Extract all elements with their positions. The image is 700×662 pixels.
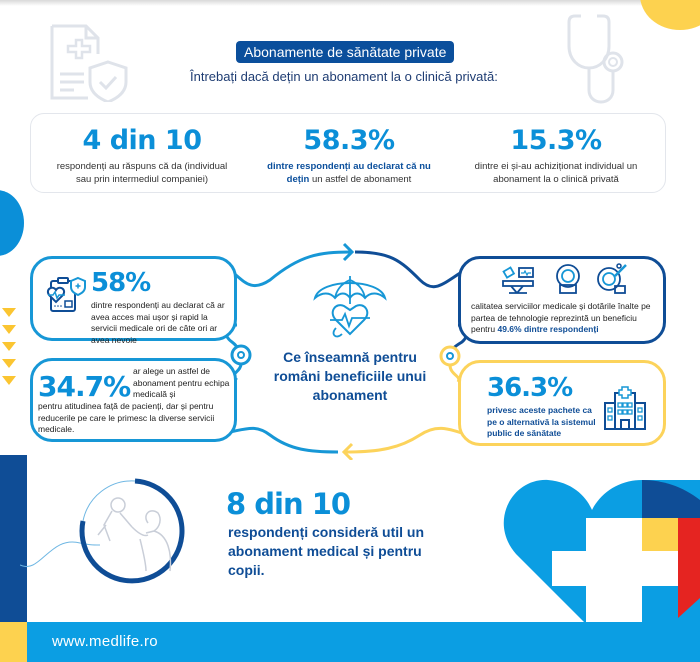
benefit-value: 34.7% <box>38 370 131 403</box>
hospital-bed-icon <box>502 266 534 294</box>
stat-description: dintre ei și-au achiziționat individual … <box>474 161 638 185</box>
parent-child-icon <box>20 478 185 584</box>
benefit-value: 36.3% <box>487 373 573 403</box>
triangle-down-icon <box>2 308 16 317</box>
microscope-icon <box>597 263 627 294</box>
hospital-building-icon <box>604 386 646 430</box>
stat-description-bold: dintre respondenți au declarat că nu deț… <box>267 161 431 185</box>
stat-description: dintre respondenți au declarat că nu deț… <box>244 160 454 186</box>
mri-scanner-icon <box>556 264 580 294</box>
top-shade <box>0 0 700 6</box>
stat-value: 58.3% <box>303 125 395 156</box>
decorative-dark-bar <box>0 455 27 622</box>
decorative-yellow-bar <box>0 622 27 662</box>
stat-description: respondenți au răspuns că da (individual… <box>56 161 228 185</box>
benefit-description: dintre respondenți au declarat că ar ave… <box>91 300 225 345</box>
benefit-value: 58% <box>91 268 151 298</box>
stat-description-rest: un astfel de abonament <box>309 174 412 185</box>
benefit-description-top: ar alege un astfel de abonament pentru e… <box>133 366 230 399</box>
benefit-card-technology: calitatea serviciilor medicale și dotări… <box>458 256 666 344</box>
benefit-card-alternative: 36.3% privesc aceste pachete ca pe o alt… <box>458 360 666 446</box>
stats-card: 4 din 10 respondenți au răspuns că da (i… <box>30 113 666 193</box>
benefit-description-text: calitatea serviciilor medicale și dotări… <box>471 301 651 334</box>
document-shield-icon <box>50 24 128 102</box>
page-subtitle: Întrebați dacă dețin un abonament la o c… <box>190 69 498 84</box>
children-description: respondenți consideră util un abonament … <box>228 524 425 578</box>
stethoscope-icon <box>567 14 624 104</box>
triangle-down-icon <box>2 325 16 334</box>
stat-value: 4 din 10 <box>82 125 202 156</box>
benefit-card-staff: 34.7% ar alege un astfel de abonament pe… <box>30 358 237 442</box>
benefit-description-bottom: pentru atitudinea față de pacienți, dar … <box>38 401 215 434</box>
connector-node-right <box>439 345 461 367</box>
decorative-yellow-circle <box>640 0 700 30</box>
footer-website-link[interactable]: www.medlife.ro <box>52 633 158 650</box>
children-value: 8 din 10 <box>226 487 351 521</box>
triangle-down-icon <box>2 342 16 351</box>
umbrella-heart-icon <box>313 276 387 338</box>
stat-15-3: 15.3% dintre ei și-au achiziționat indiv… <box>451 114 661 186</box>
stat-value: 15.3% <box>510 125 602 156</box>
connector-node-left <box>230 344 252 366</box>
triangle-down-icon <box>2 376 16 385</box>
benefit-description: privesc aceste pachete ca pe o alternati… <box>487 405 596 438</box>
triangle-down-icon <box>2 359 16 368</box>
benefit-description: calitatea serviciilor medicale și dotări… <box>471 301 661 336</box>
benefit-card-access: 58% dintre respondenți au declarat că ar… <box>30 256 237 345</box>
stat-4-din-10: 4 din 10 respondenți au răspuns că da (i… <box>37 114 247 186</box>
page-title: Abonamente de sănătate private <box>236 41 455 63</box>
benefit-highlight: 49.6% dintre respondenți <box>497 324 599 334</box>
center-title: Ce înseamnă pentru români beneficiile un… <box>273 349 427 403</box>
medical-record-icon <box>46 276 86 312</box>
medlife-heart-logo <box>503 479 700 628</box>
stat-58-3: 58.3% dintre respondenți au declarat că … <box>244 114 454 186</box>
footer-bar <box>0 622 700 662</box>
